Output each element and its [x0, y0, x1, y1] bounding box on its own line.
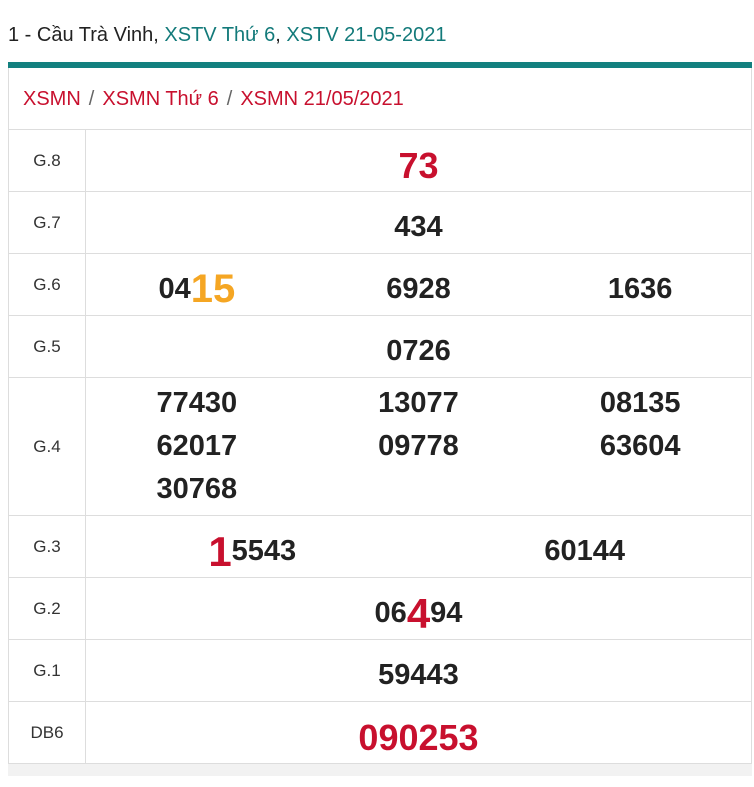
breadcrumb-link[interactable]: XSMN — [23, 88, 81, 110]
number: 62017 — [86, 425, 308, 468]
prize-values: 77430 13077 08135 62017 09778 63604 30768 — [85, 377, 751, 516]
number: 434 — [86, 196, 751, 249]
prize-row: G.3 1 5543 60144 — [9, 515, 751, 578]
breadcrumb-separator: / — [88, 88, 95, 110]
prize-values: 090253 — [85, 701, 751, 764]
header-text: , — [275, 24, 287, 46]
prize-values: 06 4 94 — [85, 577, 751, 640]
number-part: 6928 — [386, 273, 451, 305]
prize-values: 1 5543 60144 — [85, 515, 751, 578]
number-part: 06 — [374, 597, 407, 629]
number-part: 15 — [190, 267, 236, 311]
prize-label: G.5 — [9, 315, 86, 378]
number-grid: 04 15 6928 1636 — [86, 254, 751, 315]
number-part: 434 — [394, 211, 443, 243]
prize-label: G.2 — [9, 577, 86, 640]
number: 06 4 94 — [86, 582, 751, 635]
prize-values: 73 — [85, 130, 751, 192]
number: 13077 — [308, 382, 530, 425]
number-part: 1636 — [607, 273, 673, 305]
number: 30768 — [86, 468, 308, 511]
prize-values: 04 15 6928 1636 — [85, 253, 751, 316]
number: 1636 — [529, 258, 751, 311]
prize-values: 434 — [85, 191, 751, 254]
number-part: 62017 — [156, 430, 238, 462]
number-part: 0726 — [386, 335, 451, 367]
footer-strip — [8, 764, 752, 776]
number-part: 77430 — [156, 387, 238, 419]
number-part: 4 — [406, 590, 431, 637]
number: 77430 — [86, 382, 308, 425]
header-link[interactable]: XSTV Thứ 6 — [164, 24, 276, 46]
header-text: 1 - Cầu Trà Vinh, — [8, 24, 165, 46]
prize-label: G.3 — [9, 515, 86, 578]
accent-bar — [8, 62, 752, 68]
prize-label: G.8 — [9, 130, 86, 192]
header-link[interactable]: XSTV 21-05-2021 — [286, 24, 447, 46]
number: 63604 — [529, 425, 751, 468]
prize-row: DB6 090253 — [9, 701, 751, 764]
prize-row: G.4 77430 13077 08135 62017 09778 63604 30768 — [9, 377, 751, 516]
number-part: 30768 — [156, 473, 238, 505]
prize-label: G.6 — [9, 253, 86, 316]
number-part: 60144 — [544, 535, 626, 567]
number-grid: 77430 13077 08135 62017 09778 63604 30768 — [86, 378, 751, 515]
number: 6928 — [308, 258, 530, 311]
results-box: XSMN / XSMN Thứ 6 / XSMN 21/05/2021 G.8 73 G.7… — [8, 68, 752, 764]
number: 1 5543 — [86, 520, 419, 573]
number-grid: 090253 — [86, 702, 751, 763]
number: 08135 — [529, 382, 751, 425]
prize-row: G.1 59443 — [9, 639, 751, 702]
prize-values: 0726 — [85, 315, 751, 378]
number-grid: 59443 — [86, 640, 751, 701]
number: 0726 — [86, 320, 751, 373]
breadcrumb-link[interactable]: XSMN 21/05/2021 — [240, 88, 404, 110]
prize-row: G.6 04 15 6928 1636 — [9, 253, 751, 316]
number-grid: 06 4 94 — [86, 578, 751, 639]
number-part: 94 — [430, 597, 463, 629]
number-part: 63604 — [599, 430, 681, 462]
number-part: 73 — [398, 145, 439, 186]
number: 73 — [86, 134, 751, 187]
number-grid: 1 5543 60144 — [86, 516, 751, 577]
prize-row: G.5 0726 — [9, 315, 751, 378]
number-part: 04 — [158, 273, 191, 305]
number: 090253 — [86, 706, 751, 759]
prize-label: DB6 — [9, 701, 86, 764]
number-part: 13077 — [378, 387, 459, 419]
number-grid: 0726 — [86, 316, 751, 377]
number: 04 15 — [86, 258, 308, 311]
breadcrumb-separator: / — [226, 88, 233, 110]
prize-row: G.8 73 — [9, 130, 751, 192]
prize-row: G.2 06 4 94 — [9, 577, 751, 640]
prize-label: G.7 — [9, 191, 86, 254]
breadcrumb-link[interactable]: XSMN Thứ 6 — [102, 88, 219, 110]
number-grid: 434 — [86, 192, 751, 253]
prize-values: 59443 — [85, 639, 751, 702]
number-part: 09778 — [378, 430, 459, 462]
number-part: 1 — [208, 528, 232, 575]
prize-row: G.7 434 — [9, 191, 751, 254]
results-table: G.8 73 G.7 434 G.6 04 15 6928 1636 G.5 0726 G.4 7743… — [9, 130, 751, 764]
number-part: 090253 — [358, 717, 479, 758]
prize-label: G.4 — [9, 377, 86, 516]
number: 60144 — [419, 520, 752, 573]
number-part: 59443 — [378, 659, 459, 691]
prize-label: G.1 — [9, 639, 86, 702]
number-part: 08135 — [599, 387, 681, 419]
number-grid: 73 — [86, 130, 751, 191]
number: 09778 — [308, 425, 530, 468]
number: 59443 — [86, 644, 751, 697]
breadcrumb: XSMN / XSMN Thứ 6 / XSMN 21/05/2021 — [9, 68, 751, 130]
number-part: 5543 — [231, 535, 297, 567]
header: 1 - Cầu Trà Vinh, XSTV Thứ 6, XSTV 21-05… — [0, 0, 754, 62]
